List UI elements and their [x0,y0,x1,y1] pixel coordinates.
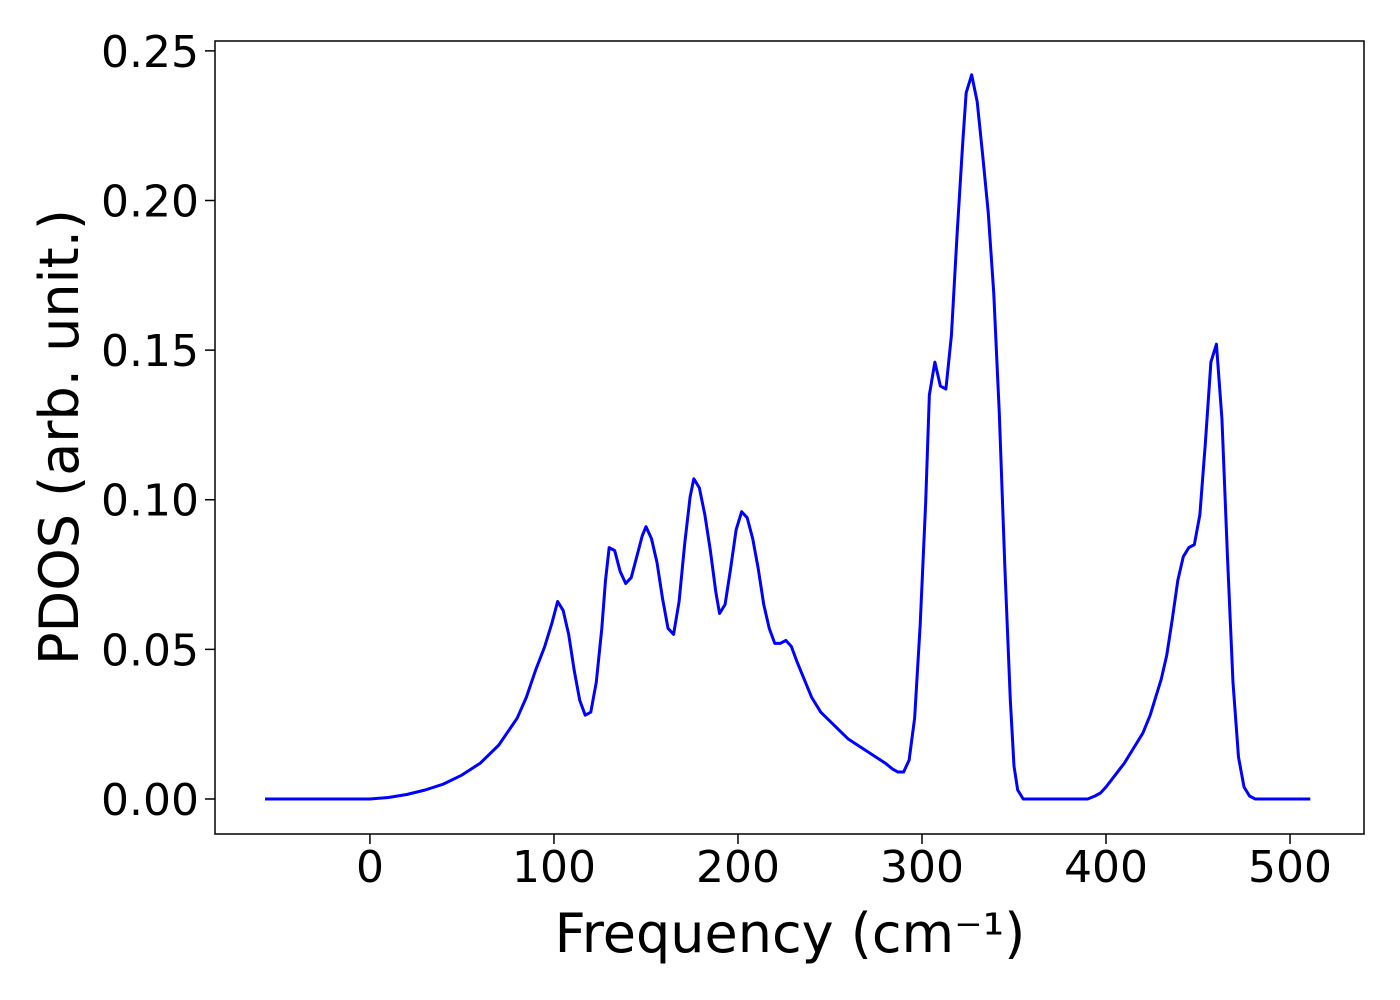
y-tick-label: 0.05 [101,625,199,676]
x-tick-label: 200 [696,842,780,893]
x-tick-label: 0 [356,842,384,893]
data-line [265,73,1311,801]
y-tick-label: 0.25 [101,27,199,78]
x-tick-label: 300 [880,842,964,893]
x-axis-label: Frequency (cm⁻¹) [555,902,1026,965]
y-tick-label: 0.15 [101,326,199,377]
x-tick-label: 100 [512,842,596,893]
y-tick-label: 0.00 [101,775,199,826]
x-tick-label: 500 [1248,842,1332,893]
x-tick-label: 400 [1064,842,1148,893]
y-tick-label: 0.20 [101,176,199,227]
y-tick-label: 0.10 [101,476,199,527]
y-axis-label: PDOS (arb. unit.) [28,209,91,665]
plot-frame [214,40,1365,835]
